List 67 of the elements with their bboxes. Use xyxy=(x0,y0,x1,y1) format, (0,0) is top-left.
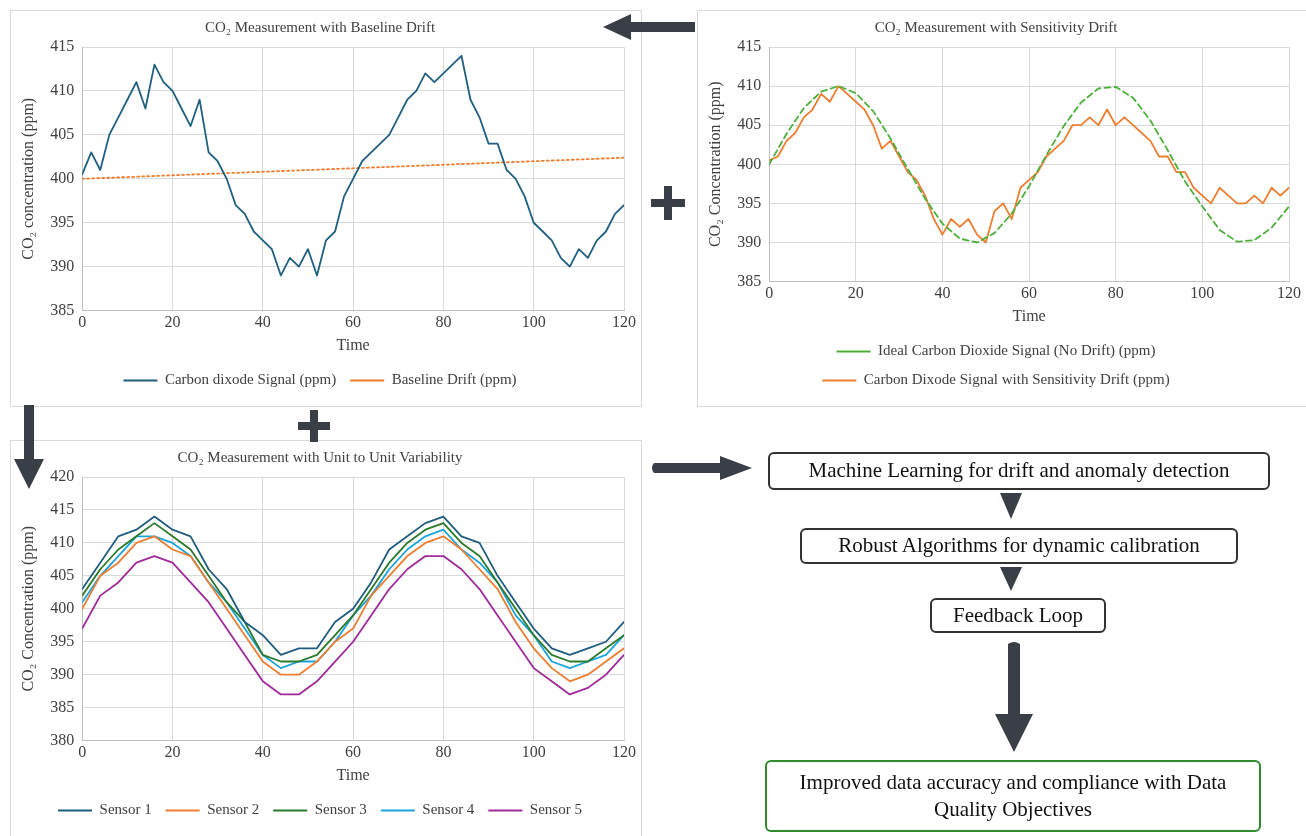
y-tick-label: 415 xyxy=(737,37,762,55)
chart-title: CO₂ Measurement with Unit to Unit Variability xyxy=(177,448,463,465)
legend-label: Ideal Carbon Dioxide Signal (No Drift) (ppm) xyxy=(878,342,1156,360)
x-tick-label: 40 xyxy=(254,743,271,761)
y-tick-label: 400 xyxy=(50,599,75,616)
legend-label: Sensor 3 xyxy=(314,801,367,818)
x-tick-label: 100 xyxy=(521,313,546,331)
y-tick-label: 390 xyxy=(50,664,75,682)
y-axis-title: CO₂ Concentration (ppm) xyxy=(18,526,37,692)
x-tick-label: 0 xyxy=(765,284,774,302)
legend-label: Baseline Drift (ppm) xyxy=(391,371,517,389)
legend-label: Sensor 5 xyxy=(529,801,582,818)
x-tick-label: 0 xyxy=(78,743,87,761)
x-tick-label: 60 xyxy=(1021,284,1038,302)
line-series xyxy=(769,85,1289,244)
y-axis-title: CO₂ Concentration (ppm) xyxy=(705,81,724,248)
text: Improved data accuracy and compliance with Data Quality Objectives xyxy=(765,760,1261,832)
x-tick-label: 60 xyxy=(345,313,362,331)
legend-label: Sensor 2 xyxy=(207,801,260,818)
x-tick-label: 20 xyxy=(847,284,864,302)
chart-title: CO₂ Measurement with Baseline Drift xyxy=(204,18,436,35)
x-tick-label: 20 xyxy=(164,743,181,761)
chart-title: CO₂ Measurement with Sensitivity Drift xyxy=(874,18,1119,35)
y-tick-label: 395 xyxy=(737,193,762,211)
x-tick-label: 120 xyxy=(1277,284,1301,302)
y-tick-label: 405 xyxy=(737,115,762,133)
x-tick-label: 80 xyxy=(435,743,452,761)
y-tick-label: 395 xyxy=(50,631,75,649)
text: Feedback Loop xyxy=(930,598,1106,633)
y-tick-label: 385 xyxy=(50,300,75,318)
x-axis-title: Time xyxy=(1012,306,1046,324)
x-tick-label: 20 xyxy=(164,313,181,331)
x-axis-title: Time xyxy=(336,335,370,353)
y-tick-label: 420 xyxy=(50,467,75,485)
x-tick-label: 80 xyxy=(1107,284,1124,302)
x-tick-label: 0 xyxy=(78,313,87,331)
y-tick-label: 410 xyxy=(50,533,75,551)
y-axis-title: CO₂ concentration (ppm) xyxy=(18,97,37,260)
y-tick-label: 410 xyxy=(50,81,75,99)
x-tick-label: 40 xyxy=(934,284,951,302)
text: Machine Learning for drift and anomaly detection xyxy=(768,452,1270,490)
x-axis-title: Time xyxy=(336,765,370,783)
legend-label: Sensor 1 xyxy=(99,801,152,818)
x-tick-label: 60 xyxy=(345,743,362,761)
y-tick-label: 385 xyxy=(737,271,762,289)
y-tick-label: 410 xyxy=(737,76,762,94)
y-tick-label: 400 xyxy=(737,154,762,172)
y-tick-label: 400 xyxy=(50,169,75,186)
legend-label: Carbon dixode Signal (ppm) xyxy=(164,371,337,389)
y-tick-label: 405 xyxy=(50,566,75,584)
y-tick-label: 380 xyxy=(50,730,75,748)
y-tick-label: 390 xyxy=(737,232,762,250)
legend-label: Sensor 4 xyxy=(422,801,475,818)
text: Robust Algorithms for dynamic calibration xyxy=(800,528,1238,564)
x-tick-label: 120 xyxy=(612,743,636,761)
x-tick-label: 120 xyxy=(612,313,636,331)
y-tick-label: 415 xyxy=(50,37,75,55)
y-tick-label: 390 xyxy=(50,256,75,274)
y-tick-label: 385 xyxy=(50,697,75,715)
y-tick-label: 395 xyxy=(50,212,75,230)
x-tick-label: 100 xyxy=(1190,284,1215,302)
y-tick-label: 415 xyxy=(50,500,75,518)
legend-label: Carbon Dixode Signal with Sensitivity Drift (ppm) xyxy=(863,371,1170,389)
x-tick-label: 100 xyxy=(521,743,546,761)
x-tick-label: 80 xyxy=(435,313,452,331)
y-tick-label: 405 xyxy=(50,125,75,143)
x-tick-label: 40 xyxy=(254,313,271,331)
